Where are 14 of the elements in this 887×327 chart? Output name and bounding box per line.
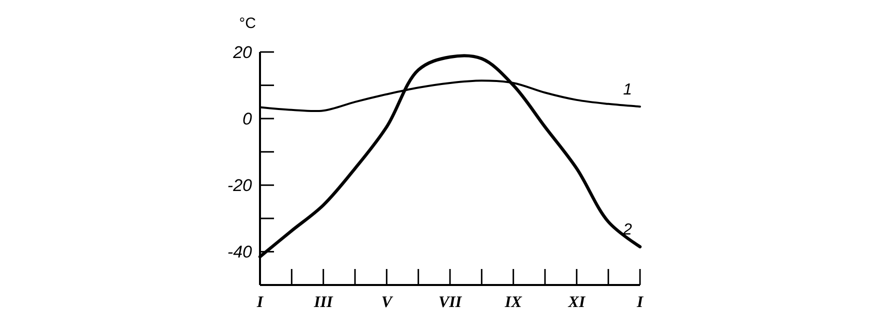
series-label: 1 xyxy=(623,82,632,99)
series-label: 2 xyxy=(622,222,632,239)
y-tick-label: -40 xyxy=(227,242,253,262)
y-axis-title: °C xyxy=(239,15,256,32)
x-tick-label: IX xyxy=(504,294,522,311)
x-tick-label: I xyxy=(636,294,644,311)
x-tick-label: XI xyxy=(567,294,586,311)
y-tick-label: 20 xyxy=(232,42,253,62)
y-tick-label: 0 xyxy=(242,110,253,129)
x-tick-label: VII xyxy=(438,294,462,311)
x-tick-label: III xyxy=(312,294,334,311)
y-tick-label: -20 xyxy=(227,176,253,196)
x-tick-label: I xyxy=(256,294,264,311)
x-tick-label: V xyxy=(381,294,394,311)
